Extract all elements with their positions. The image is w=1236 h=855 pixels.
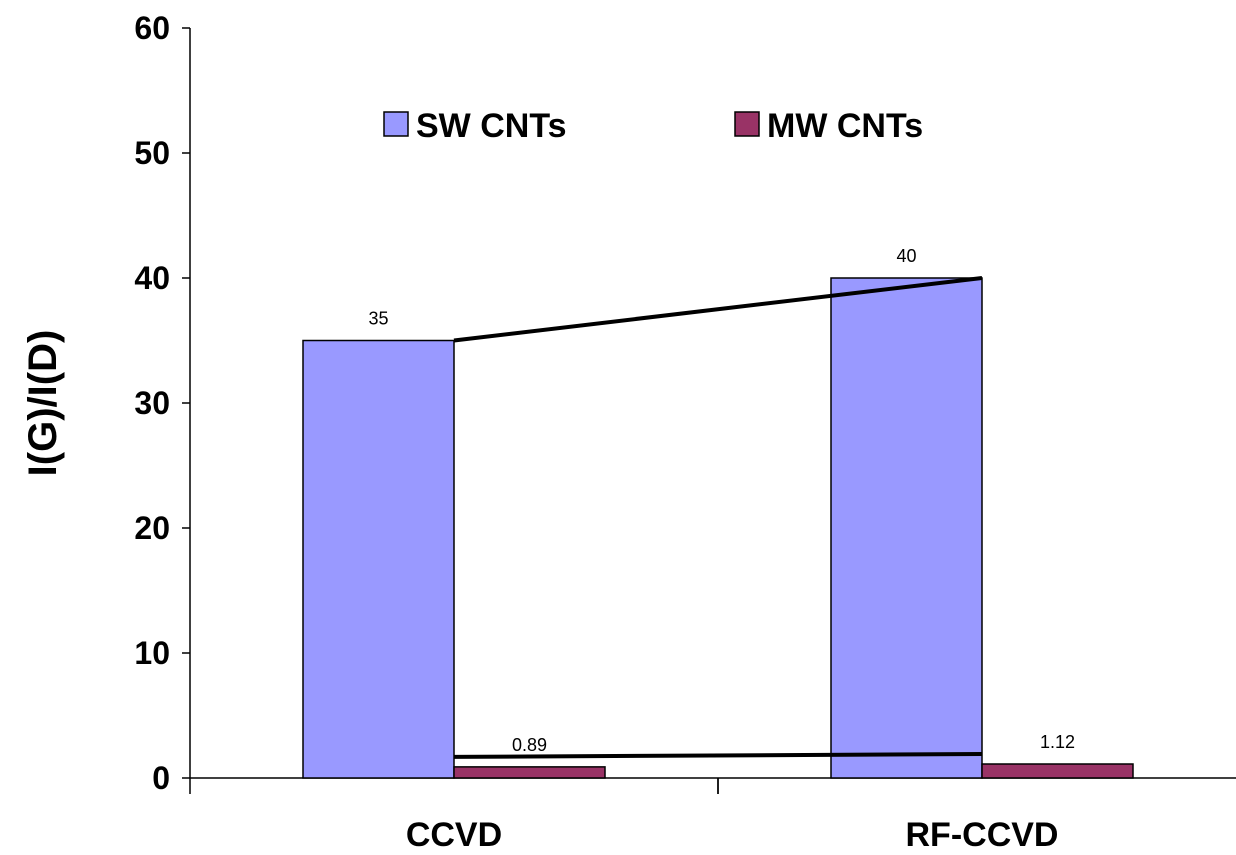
data-label: 35 — [368, 309, 388, 329]
trend-line-sw — [453, 276, 983, 343]
legend-swatch-sw — [383, 111, 409, 137]
data-labels: 35 0.89 40 1.12 — [368, 246, 1075, 755]
axes: 0 10 20 30 40 50 60 CCVD RF-CCVD — [134, 10, 1236, 854]
y-tick-label: 0 — [152, 760, 170, 796]
y-axis-title: I(G)/I(D) — [21, 330, 65, 477]
data-label: 0.89 — [512, 735, 547, 755]
trend-line-mw — [453, 752, 983, 759]
legend-label-mw: MW CNTs — [767, 107, 923, 145]
data-label: 40 — [896, 246, 916, 266]
legend-swatch-mw — [734, 111, 760, 137]
y-tick-label: 10 — [134, 635, 170, 671]
bar-mw-1 — [981, 763, 1134, 779]
x-category-label: RF-CCVD — [906, 816, 1059, 854]
y-tick-label: 40 — [134, 260, 170, 296]
data-label: 1.12 — [1040, 732, 1075, 752]
y-tick-label: 20 — [134, 510, 170, 546]
x-category-label: CCVD — [406, 816, 502, 854]
trend-lines — [453, 276, 983, 759]
bar-mw-0 — [453, 766, 606, 779]
legend-label-sw: SW CNTs — [416, 107, 566, 145]
y-tick-label: 50 — [134, 135, 170, 171]
bar-sw-1 — [830, 277, 983, 779]
bars — [302, 277, 1134, 779]
legend: SW CNTs MW CNTs — [383, 107, 923, 145]
bar-sw-0 — [302, 339, 455, 779]
y-tick-label: 60 — [134, 10, 170, 46]
y-tick-label: 30 — [134, 385, 170, 421]
